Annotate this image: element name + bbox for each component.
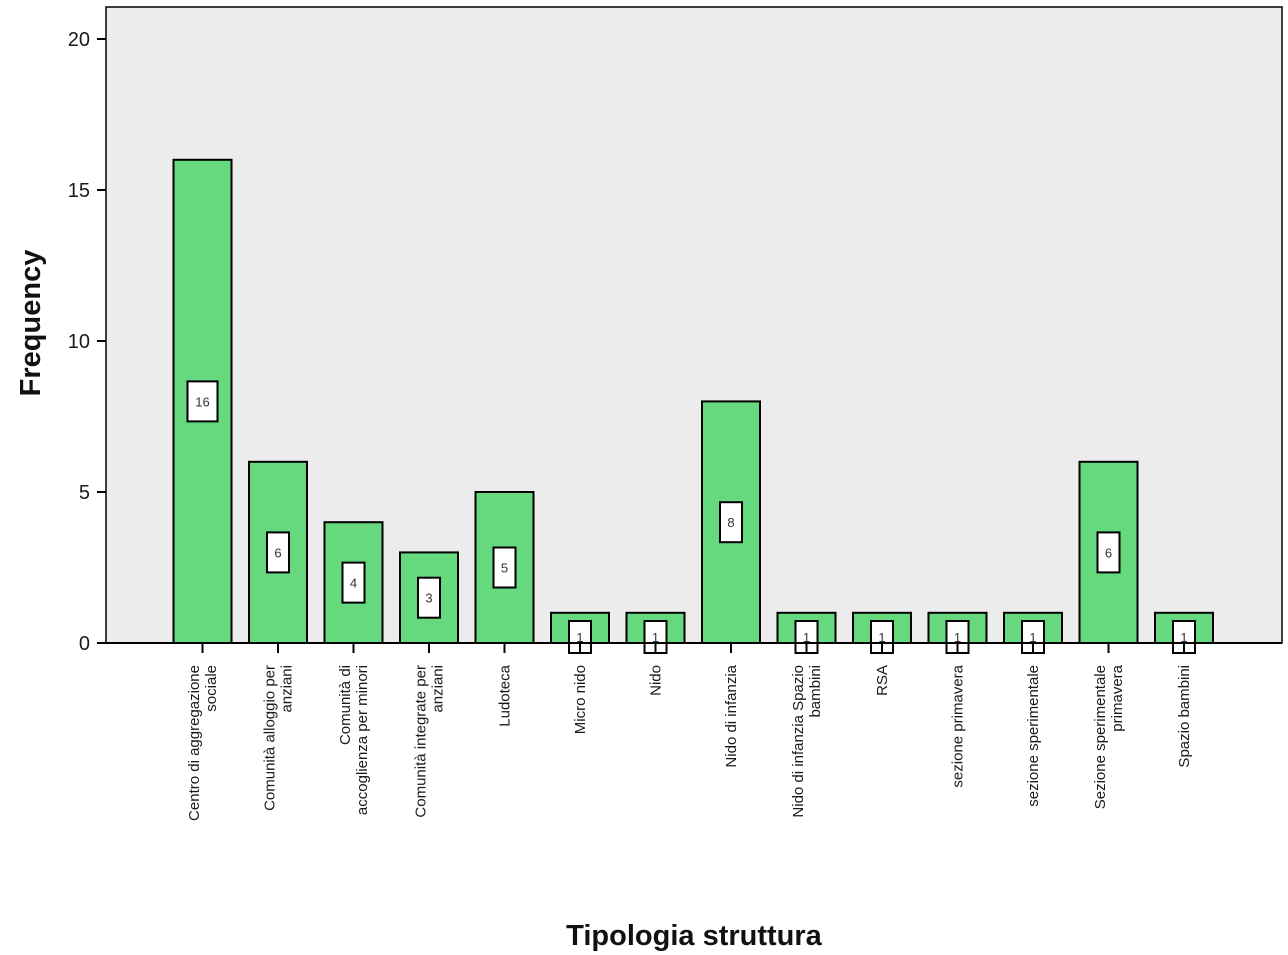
y-axis-title: Frequency	[15, 250, 47, 397]
y-tick-label: 0	[79, 633, 90, 655]
data-label-box	[186, 380, 219, 423]
data-label: 6	[1105, 545, 1112, 560]
x-tick-label-line: accoglienza per minori	[354, 665, 371, 815]
data-label: 1	[576, 630, 583, 645]
data-label: 4	[350, 576, 357, 591]
y-tick-label: 10	[68, 331, 90, 353]
x-tick-label: Nido di infanzia Spazio bambini	[790, 665, 824, 818]
data-label-box	[341, 561, 366, 604]
x-tick-label-line: bambini	[807, 665, 824, 718]
x-tick-label: Nido	[648, 665, 665, 696]
x-tick-label: Comunità di accoglienza per minori	[337, 665, 371, 815]
x-tick-label-line: Sezione sperimentale	[1092, 665, 1109, 809]
x-tick-label-line: Centro di aggregazione	[186, 665, 203, 821]
x-tick-label: Centro di aggregazione sociale	[186, 665, 220, 821]
x-tick-label-line: anziani	[279, 665, 296, 713]
x-tick-label-line: primavera	[1109, 664, 1126, 731]
data-label: 1	[803, 630, 810, 645]
x-tick-label: RSA	[874, 665, 891, 696]
x-tick-label-line: Comunità integrate per	[413, 665, 430, 818]
x-axis: Centro di aggregazione sociale Comunità al…	[186, 643, 1193, 821]
y-tick-label: 20	[68, 29, 90, 51]
data-label: 6	[274, 545, 281, 560]
y-axis: 0 5 10 15 20	[68, 29, 106, 655]
x-tick-label-line: sociale	[203, 665, 220, 712]
x-tick-label: Micro nido	[572, 665, 589, 734]
data-label: 5	[501, 561, 508, 576]
data-label-box	[1096, 531, 1121, 574]
x-tick-label-line: Nido di infanzia Spazio	[790, 665, 807, 818]
data-label: 1	[878, 630, 885, 645]
x-tick-label-line: anziani	[430, 665, 447, 713]
x-tick-label-line: Comunità di	[337, 665, 354, 745]
x-tick-label-line: Micro nido	[572, 665, 589, 734]
data-label: 1	[1029, 630, 1036, 645]
x-tick-label: Ludoteca	[497, 664, 514, 726]
x-tick-label-line: sezione primavera	[950, 664, 967, 787]
data-label: 3	[425, 591, 432, 606]
x-tick-label-line: Nido di infanzia	[723, 664, 740, 767]
data-label-box	[719, 501, 743, 544]
x-tick-label: Comunità alloggio per anziani	[262, 665, 296, 811]
x-tick-label-line: Nido	[648, 665, 665, 696]
x-tick-label: Sezione sperimentale primavera	[1092, 664, 1126, 809]
data-label-box	[266, 531, 290, 574]
data-label: 1	[652, 630, 659, 645]
x-tick-label: Comunità integrate per anziani	[413, 665, 447, 818]
x-tick-label: Nido di infanzia	[723, 664, 740, 767]
y-tick-label: 5	[79, 482, 90, 504]
x-tick-label-line: RSA	[874, 665, 891, 696]
data-label-box	[417, 576, 441, 619]
data-label: 1	[954, 630, 961, 645]
x-tick-label-line: Spazio bambini	[1176, 665, 1193, 768]
data-label: 16	[195, 394, 209, 409]
x-axis-title: Tipologia struttura	[566, 920, 823, 952]
x-tick-label: sezione primavera	[950, 664, 967, 787]
y-tick-label: 15	[68, 180, 90, 202]
data-label: 1	[1180, 630, 1187, 645]
x-tick-label: Spazio bambini	[1176, 665, 1193, 768]
x-tick-label-line: Comunità alloggio per	[262, 665, 279, 811]
data-label-box	[492, 546, 517, 589]
data-label: 8	[727, 515, 734, 530]
x-tick-label-line: Ludoteca	[497, 664, 514, 726]
x-tick-label-line: sezione sperimentale	[1025, 665, 1042, 807]
x-tick-label: sezione sperimentale	[1025, 665, 1042, 807]
